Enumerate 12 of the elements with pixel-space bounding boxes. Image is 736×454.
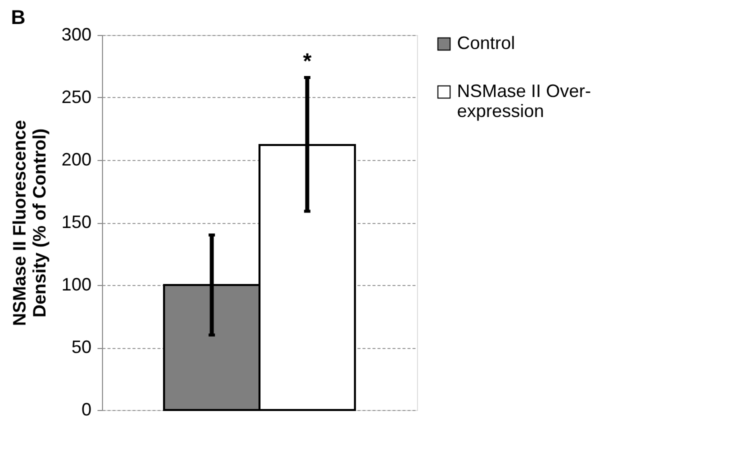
chart-title: B <box>10 7 26 29</box>
y-tick-label: 50 <box>71 337 92 357</box>
y-tick-label: 100 <box>61 274 92 294</box>
y-axis-title: NSMase II Fluorescence Density (% of Control) <box>9 120 50 326</box>
y-tick-label: 300 <box>61 24 92 44</box>
legend-label: Control <box>457 33 516 53</box>
y-tick-label: 200 <box>61 150 92 170</box>
annotation: * <box>302 48 312 74</box>
y-tick-label: 0 <box>81 400 92 420</box>
legend-label: NSMase II Over-expression <box>457 81 592 121</box>
y-tick-label: 250 <box>61 87 92 107</box>
y-tick-label: 150 <box>61 212 92 232</box>
